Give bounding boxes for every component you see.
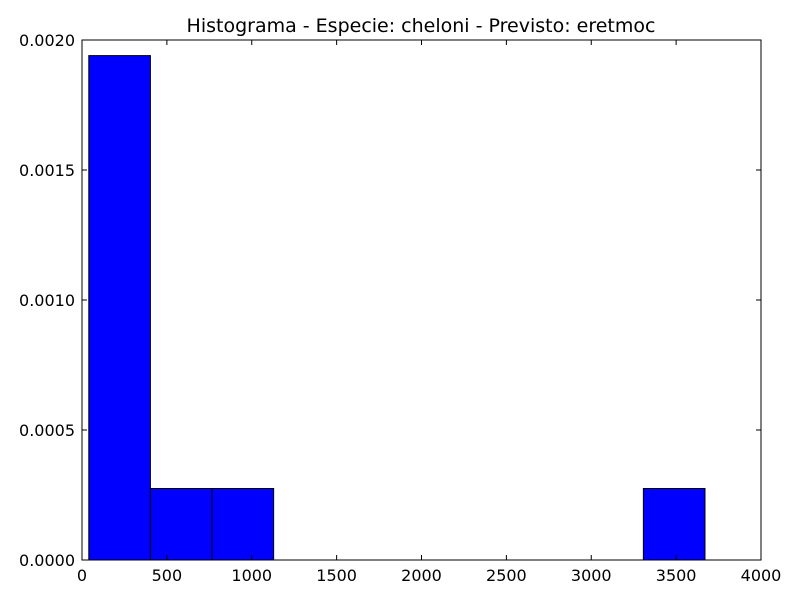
x-tick-label-4: 2000 bbox=[401, 566, 442, 585]
y-tick-label-1: 0.0005 bbox=[19, 421, 75, 440]
x-tick-label-6: 3000 bbox=[571, 566, 612, 585]
x-tick-label-7: 3500 bbox=[656, 566, 697, 585]
x-tick-label-0: 0 bbox=[77, 566, 87, 585]
x-tick-label-2: 1000 bbox=[231, 566, 272, 585]
ticks-layer: 0 500 1000 1500 2000 2500 3000 3500 4000 0.0000 0.… bbox=[19, 31, 781, 585]
x-tick-label-8: 4000 bbox=[741, 566, 782, 585]
x-tick-label-5: 2500 bbox=[486, 566, 527, 585]
bars-layer bbox=[88, 55, 706, 561]
histogram-bar-0 bbox=[88, 55, 151, 561]
x-tick-label-3: 1500 bbox=[316, 566, 357, 585]
plot-frame bbox=[81, 39, 762, 561]
y-tick-label-4: 0.0020 bbox=[19, 31, 75, 50]
y-tick-label-3: 0.0015 bbox=[19, 161, 75, 180]
y-tick-label-0: 0.0000 bbox=[19, 551, 75, 570]
chart-title: Histograma - Especie: cheloni - Previsto… bbox=[187, 15, 656, 37]
histogram-bar-1 bbox=[149, 488, 213, 561]
y-tick-label-2: 0.0010 bbox=[19, 291, 75, 310]
x-tick-label-1: 500 bbox=[152, 566, 183, 585]
histogram-bar-2 bbox=[211, 488, 275, 561]
histogram-bar-3 bbox=[642, 488, 706, 561]
